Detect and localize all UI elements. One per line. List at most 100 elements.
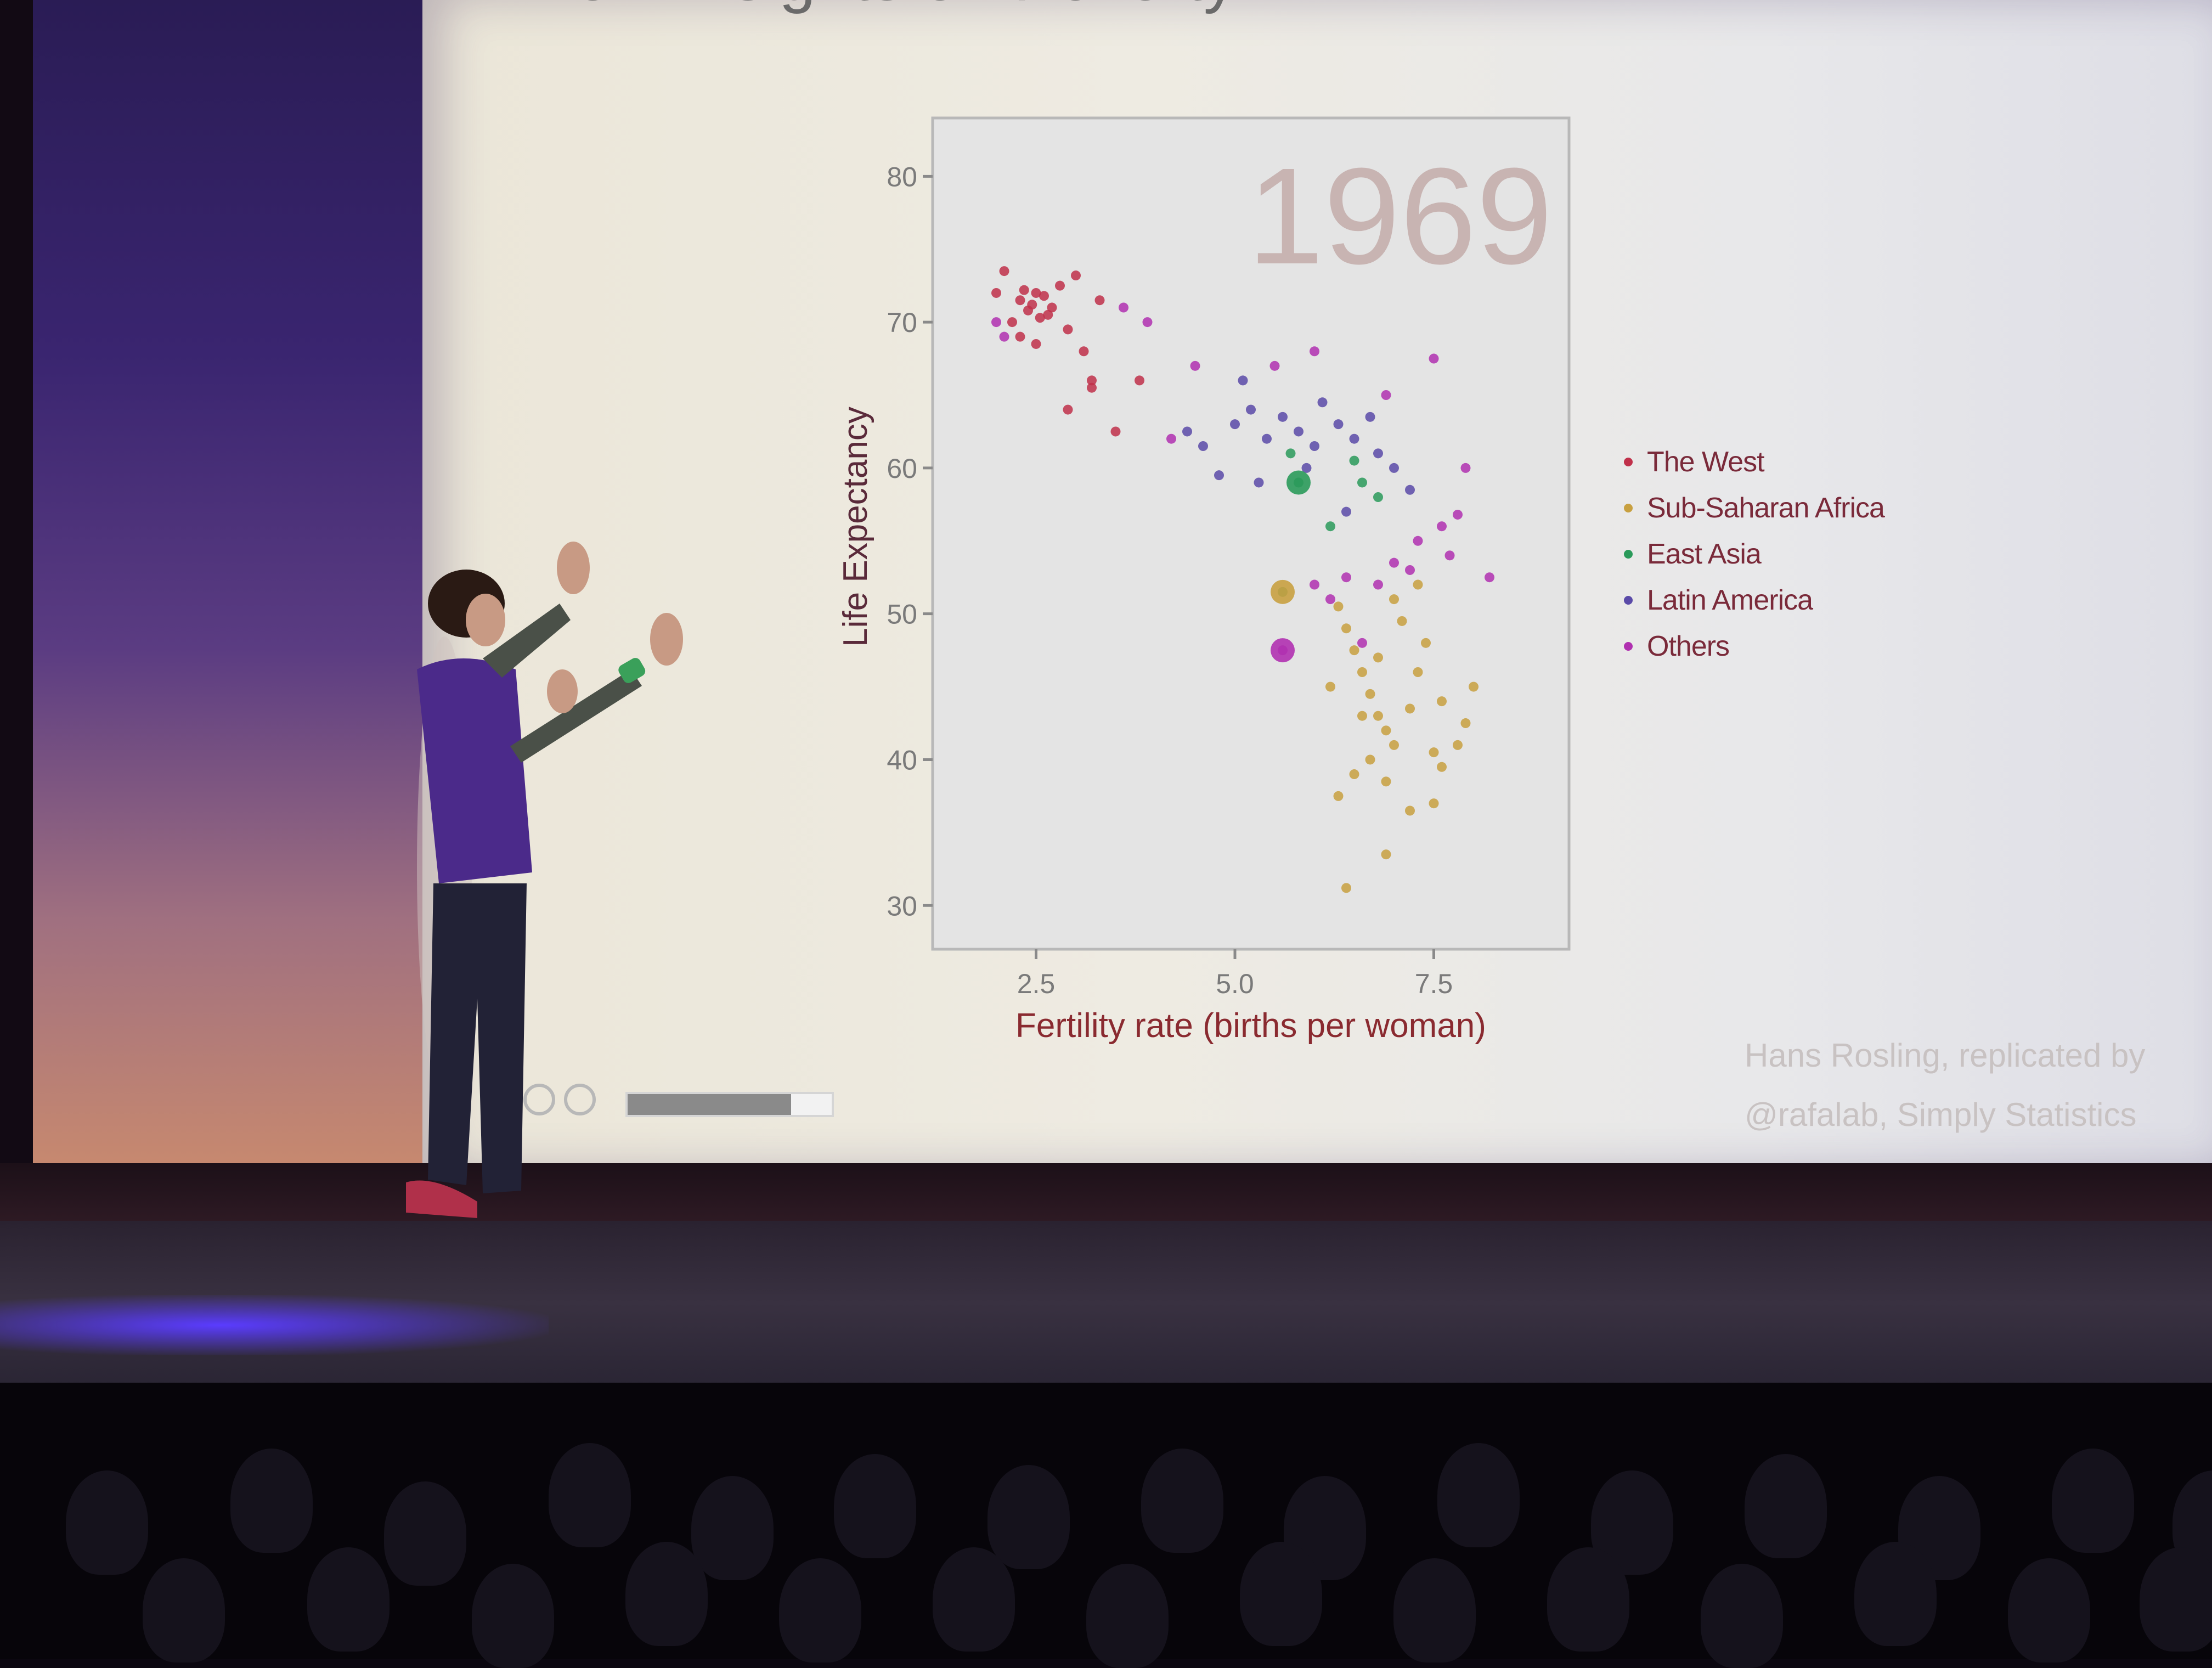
data-point [1110, 426, 1121, 437]
x-axis: 2.5 5.0 7.5 [1017, 949, 1453, 999]
data-point [1317, 397, 1328, 408]
data-point [1310, 579, 1319, 590]
data-point [1349, 433, 1359, 444]
audience-head [307, 1547, 390, 1652]
data-point [1373, 492, 1383, 503]
data-point [1071, 271, 1081, 281]
slide-progress-bar [625, 1092, 834, 1117]
data-point [1182, 426, 1192, 437]
data-point [1357, 477, 1367, 488]
data-point [1413, 667, 1423, 677]
data-point [1310, 441, 1319, 452]
data-point [999, 266, 1009, 277]
progress-dot [564, 1084, 596, 1115]
legend-item: Sub-Saharan Africa [1624, 485, 1885, 531]
data-point-large [1271, 638, 1295, 663]
data-point [1341, 506, 1351, 517]
x-tick-label: 7.5 [1415, 968, 1453, 999]
chart-year-label: 1969 [1248, 139, 1553, 292]
audience-head [988, 1465, 1070, 1569]
legend-label: Latin America [1647, 584, 1813, 616]
data-point [1166, 433, 1176, 444]
data-point [1349, 645, 1359, 656]
presenter-torso [417, 658, 532, 883]
legend-color-dot [1624, 504, 1633, 512]
audience-head [625, 1542, 708, 1646]
data-point [1373, 652, 1383, 663]
slide-title: New Insights on Poverty [527, 0, 1237, 15]
presenter-shoes [406, 1180, 477, 1218]
data-point [1278, 412, 1288, 422]
y-tick-label: 60 [887, 453, 917, 484]
audience-head [2140, 1547, 2212, 1652]
data-point [1310, 346, 1319, 357]
data-point [1405, 805, 1415, 816]
y-tick-label: 40 [887, 745, 917, 775]
legend-label: The West [1647, 446, 1765, 478]
data-point [1413, 579, 1423, 590]
x-tick-label: 5.0 [1216, 968, 1254, 999]
audience-head [691, 1476, 774, 1580]
audience-head [1240, 1542, 1322, 1646]
y-tick-label: 50 [887, 599, 917, 630]
data-point [1341, 572, 1351, 583]
slide-progress-fill [628, 1094, 791, 1115]
data-point [1246, 404, 1256, 415]
legend-color-dot [1624, 642, 1633, 651]
presenter-green-cuff [618, 658, 646, 683]
data-point [999, 331, 1009, 342]
plot-frame [931, 116, 1571, 951]
presenter-hand-center [547, 669, 578, 713]
data-point [1262, 433, 1272, 444]
legend-color-dot [1624, 596, 1633, 605]
data-point [1437, 762, 1447, 772]
data-point [1135, 375, 1144, 386]
audience-head [472, 1564, 554, 1668]
data-point [1047, 302, 1057, 313]
slide-credit: Hans Rosling, replicated by @rafalab, Si… [1745, 1026, 2145, 1145]
data-point [1254, 477, 1264, 488]
data-point [1055, 280, 1065, 291]
audience-head [384, 1481, 466, 1586]
legend-item: Others [1624, 623, 1884, 669]
data-point [1381, 849, 1391, 860]
data-point [1031, 339, 1041, 349]
chart-legend: The West Sub-Saharan Africa East Asia Latin… [1624, 439, 1885, 669]
data-point [1325, 521, 1335, 532]
audience-head [2052, 1449, 2134, 1553]
data-point [1453, 740, 1463, 750]
audience-head [779, 1558, 861, 1663]
data-point [1365, 754, 1375, 765]
data-point [1341, 623, 1351, 634]
presenter-left-arm [483, 604, 571, 678]
legend-color-dot [1624, 550, 1633, 559]
data-point [1063, 404, 1073, 415]
data-point [1333, 419, 1344, 430]
data-point [1015, 295, 1025, 306]
data-point [1333, 791, 1344, 801]
legend-color-dot [1624, 458, 1633, 466]
data-point [1007, 317, 1017, 328]
audience-head [933, 1547, 1015, 1652]
x-tick-label: 2.5 [1017, 968, 1056, 999]
data-point [1063, 324, 1073, 335]
audience-head [1701, 1564, 1783, 1668]
data-point [1437, 521, 1447, 532]
audience-head [66, 1470, 148, 1575]
data-point [1325, 594, 1335, 605]
data-point [1413, 536, 1423, 546]
audience-head [143, 1558, 225, 1663]
data-point [1429, 747, 1439, 758]
data-point [1389, 740, 1399, 750]
stage-edge [0, 1163, 2212, 1224]
data-point [1094, 295, 1105, 306]
audience-head [834, 1454, 916, 1558]
audience-head [1437, 1443, 1520, 1547]
data-point [1019, 285, 1029, 295]
data-point [1373, 448, 1383, 459]
data-point [1142, 317, 1153, 328]
data-point [1405, 484, 1415, 495]
data-point [1389, 557, 1399, 568]
data-point [1349, 769, 1359, 780]
